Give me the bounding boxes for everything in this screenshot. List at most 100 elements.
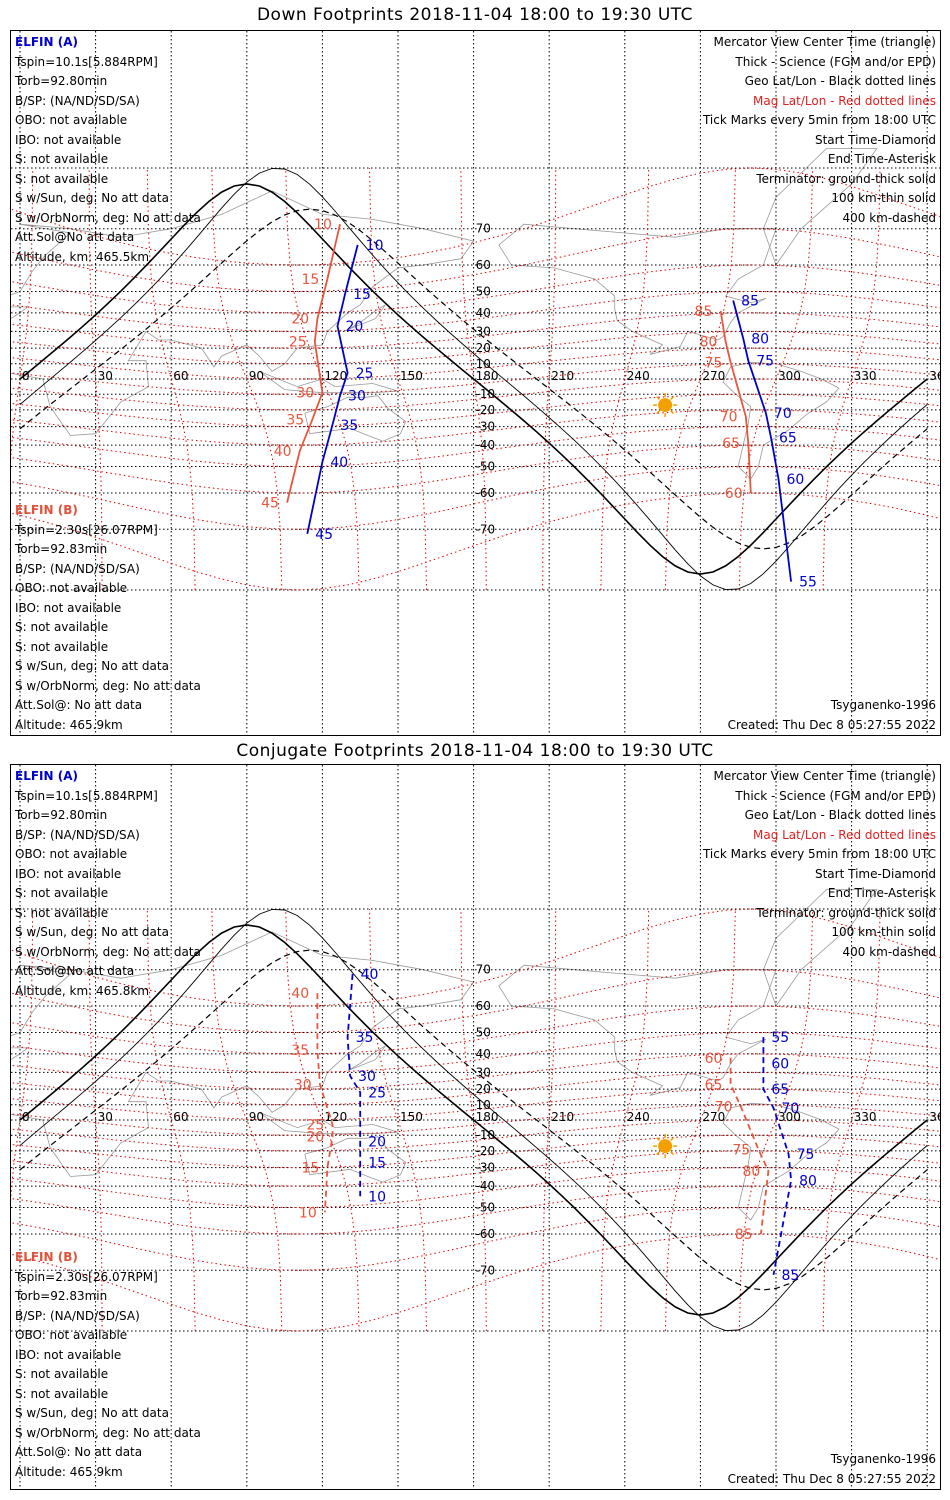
sun-ray bbox=[656, 396, 660, 400]
mag-parallel bbox=[11, 1206, 940, 1271]
elfin-a-line: Att.Sol@No att data bbox=[15, 964, 135, 978]
mag-parallel bbox=[11, 465, 940, 530]
panel-title-conjugate: Conjugate Footprints 2018-11-04 18:00 to… bbox=[236, 741, 714, 761]
mag-parallel bbox=[11, 426, 940, 468]
terminator-400km bbox=[19, 949, 928, 1291]
sun-icon bbox=[653, 1134, 678, 1159]
elfin-a-line: Tspin=10.1s[5.884RPM] bbox=[15, 788, 158, 803]
mag-parallel bbox=[11, 409, 940, 446]
geo-grid bbox=[11, 765, 940, 1489]
mag-meridian bbox=[146, 908, 196, 1332]
elfin-b-tick-label: 85 bbox=[695, 304, 713, 320]
elfin-b-line: OBO: not available bbox=[15, 581, 128, 595]
elfin-b-line: S: not available bbox=[15, 639, 109, 654]
elfin-a-line: Tspin=10.1s[5.884RPM] bbox=[15, 54, 158, 69]
legend-item: Terminator: ground-thick solid bbox=[756, 905, 936, 920]
continents bbox=[11, 148, 878, 480]
elfin-a-line: B/SP: (NA/ND/SD/SA) bbox=[15, 827, 140, 842]
created-label: Created: Thu Dec 8 05:27:55 2022 bbox=[727, 1471, 936, 1486]
elfin-a-track bbox=[306, 244, 359, 534]
elfin-b-tick-label: 30 bbox=[296, 386, 314, 402]
legend-item: Tick Marks every 5min from 18:00 UTC bbox=[702, 847, 936, 861]
lat-label: 20 bbox=[476, 1082, 491, 1096]
lat-label: -40 bbox=[476, 438, 496, 452]
legend-item: 400 km-dashed bbox=[842, 210, 936, 225]
elfin-b-tick-label: 20 bbox=[306, 1130, 324, 1146]
coastline bbox=[347, 1045, 386, 1072]
legend-item: Mag Lat/Lon - Red dotted lines bbox=[752, 827, 936, 842]
legend-item: 400 km-dashed bbox=[842, 944, 936, 959]
credits: Tsyganenko-1996 Created: Thu Dec 8 05:27… bbox=[728, 696, 936, 735]
elfin-b-line: Torb=92.83min bbox=[15, 542, 108, 556]
legend-item: Terminator: ground-thick solid bbox=[756, 171, 936, 186]
elfin-a-track bbox=[346, 973, 362, 1197]
coastline bbox=[347, 304, 386, 331]
elfin-a-line: Torb=92.80min bbox=[15, 74, 108, 88]
elfin-a-line: S: not available bbox=[15, 152, 109, 166]
lat-label: 50 bbox=[476, 284, 491, 298]
elfin-b-tick-label: 70 bbox=[715, 1099, 733, 1115]
elfin-b-line: S: not available bbox=[15, 1386, 109, 1401]
elfin-a-line: S w/OrbNorm, deg: No att data bbox=[15, 210, 201, 225]
elfin-a-tick-label: 80 bbox=[799, 1173, 817, 1189]
elfin-a-tick-label: 85 bbox=[741, 294, 759, 310]
elfin-a-tick-label: 75 bbox=[756, 354, 774, 370]
mag-parallel bbox=[11, 1031, 940, 1073]
lat-label: 60 bbox=[476, 258, 491, 272]
lat-label: 30 bbox=[476, 1065, 491, 1079]
elfin-b-line: S w/Sun, deg: No att data bbox=[15, 659, 169, 673]
elfin-b-tick-label: 40 bbox=[274, 444, 292, 460]
elfin-a-line: Att.Sol@No att data bbox=[15, 230, 135, 244]
elfin-b-track bbox=[729, 1057, 770, 1235]
elfin-b-line: S w/OrbNorm, deg: No att data bbox=[15, 1425, 201, 1440]
created-label: Created: Thu Dec 8 05:27:55 2022 bbox=[727, 717, 936, 732]
elfin-b-header: ELFIN (B) bbox=[15, 1250, 78, 1264]
lon-label: 30 bbox=[98, 1110, 113, 1124]
elfin-b-track bbox=[286, 223, 341, 503]
lat-label: -30 bbox=[476, 420, 496, 434]
mag-meridian bbox=[146, 167, 196, 591]
elfin-a-tick-label: 30 bbox=[348, 389, 366, 405]
elfin-b-tick-label: 60 bbox=[725, 486, 743, 502]
elfin-b-tick-label: 30 bbox=[294, 1077, 312, 1093]
mag-parallel bbox=[11, 228, 940, 293]
map-panel-conjugate: 0 30 60 90 120 150 180 210 240 270 300 330 360 70 60 50… bbox=[10, 764, 941, 1490]
mag-grid bbox=[11, 167, 940, 591]
lon-label: 270 bbox=[702, 1110, 725, 1124]
coastline bbox=[11, 931, 475, 1177]
elfin-b-line: S: not available bbox=[15, 620, 109, 634]
elfin-b-info: ELFIN (B) Tspin=2.30s[26.07RPM] Torb=92.8… bbox=[15, 501, 201, 735]
sun-icon bbox=[653, 393, 678, 418]
elfin-a-tick-label: 10 bbox=[368, 1189, 386, 1205]
elfin-b-line: Tspin=2.30s[26.07RPM] bbox=[15, 1269, 158, 1284]
elfin-b-tick-label: 45 bbox=[261, 496, 279, 512]
sun-ray bbox=[656, 410, 660, 415]
elfin-b-line: S w/OrbNorm, deg: No att data bbox=[15, 678, 201, 693]
legend-item: Mercator View Center Time (triangle) bbox=[713, 769, 936, 783]
elfin-b-line: IBO: not available bbox=[15, 600, 122, 615]
elfin-b-line: S: not available bbox=[15, 1367, 109, 1381]
lat-label: -10 bbox=[476, 387, 496, 401]
sun-ray bbox=[670, 410, 675, 415]
mag-parallel bbox=[11, 1185, 940, 1235]
lon-label: 0 bbox=[22, 369, 30, 383]
elfin-b-line: B/SP: (NA/ND/SD/SA) bbox=[15, 1308, 140, 1323]
sun-ray bbox=[670, 396, 675, 400]
elfin-a-tick-label: 25 bbox=[368, 1085, 386, 1101]
lon-label: 240 bbox=[627, 369, 650, 383]
mag-grid bbox=[11, 908, 940, 1332]
legend-item: Start Time-Diamond bbox=[814, 866, 936, 881]
legend-item: Mercator View Center Time (triangle) bbox=[713, 35, 936, 49]
lat-label: 40 bbox=[476, 306, 491, 320]
lat-label: -30 bbox=[476, 1161, 496, 1175]
elfin-b-track bbox=[316, 993, 334, 1213]
lon-label: 30 bbox=[98, 369, 113, 383]
elfin-b-tick-label: 35 bbox=[286, 413, 304, 429]
elfin-b-line: Att.Sol@: No att data bbox=[15, 698, 143, 712]
lat-label: -60 bbox=[476, 486, 496, 500]
lon-label: 60 bbox=[173, 1110, 188, 1124]
lat-label: 10 bbox=[476, 357, 491, 371]
lon-label: 180 bbox=[476, 1110, 499, 1124]
legend-item: Mag Lat/Lon - Red dotted lines bbox=[752, 93, 936, 108]
elfin-b-tick-label: 35 bbox=[291, 1043, 309, 1059]
